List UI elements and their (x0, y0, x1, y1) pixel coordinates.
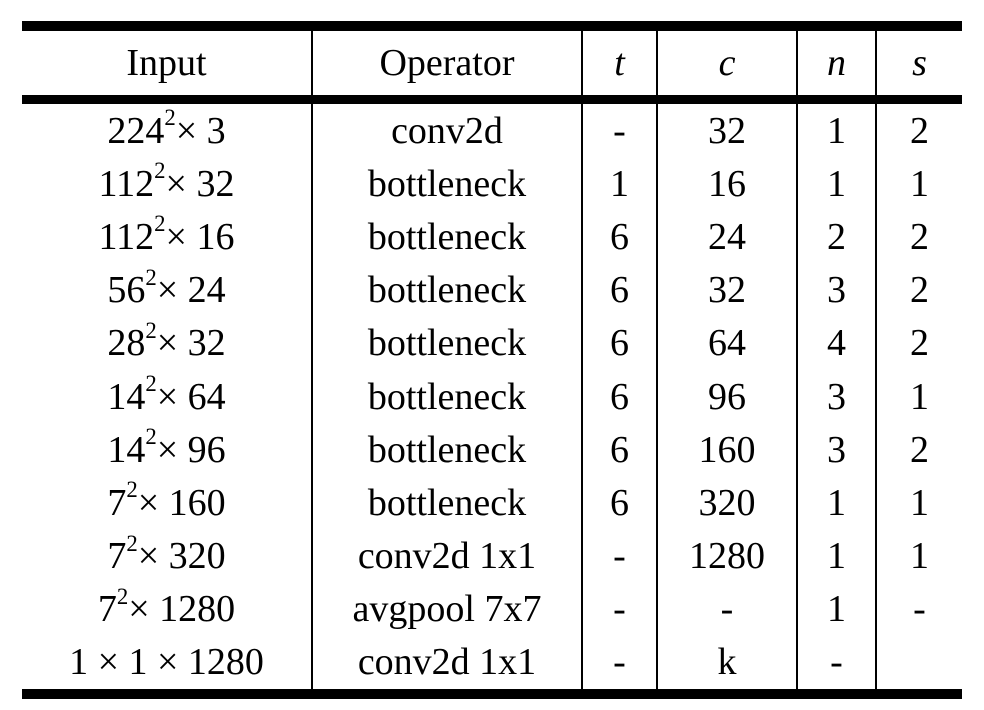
cell-n: 1 (798, 104, 877, 158)
cell-t: - (583, 104, 658, 158)
cell-operator: conv2d (313, 104, 583, 158)
cell-operator: bottleneck (313, 476, 583, 530)
cell-c: - (658, 582, 798, 636)
cell-n: 2 (798, 210, 877, 264)
cell-t: 6 (583, 210, 658, 264)
cell-c: k (658, 635, 798, 690)
cell-c: 64 (658, 316, 798, 370)
cell-s: 1 (910, 162, 929, 205)
table-row: 1 × 1 × 1280 conv2d 1x1- k - (22, 635, 962, 690)
cell-s: 2 (910, 269, 929, 312)
cell-input: 224 2 × 3 (22, 104, 313, 158)
table-row: 14 2 × 96 bottleneck 6 160 3 2 (22, 423, 962, 477)
cell-s: - (913, 588, 926, 631)
cell-s: 1 (910, 375, 929, 418)
table-row: 28 2 × 32 bottleneck 6 64 4 2 (22, 316, 962, 370)
cell-t: 6 (583, 423, 658, 477)
cell-t: 6 (583, 476, 658, 530)
table-body: 224 2 × 3 conv2d -32 1 2 112 2 × 32 bottleneck 1 1… (22, 104, 962, 690)
table-row: 112 2 × 32 bottleneck 1 16 1 1 (22, 157, 962, 211)
cell-t: 6 (583, 369, 658, 424)
column-header-t: t (583, 31, 658, 95)
table-row: 56 2 × 24 bottleneck 6 32 3 2 (22, 263, 962, 317)
cell-input: 28 2 × 32 (22, 316, 313, 370)
cell-c: 96 (658, 369, 798, 424)
cell-n: 4 (798, 316, 877, 370)
cell-n: 1 (798, 529, 877, 583)
cell-n: 1 (798, 157, 877, 211)
table-bottom-rule (22, 689, 962, 699)
cell-s: 1 (910, 535, 929, 578)
cell-s (877, 636, 962, 689)
cell-s: 2 (910, 215, 929, 258)
cell-c: 160 (658, 423, 798, 477)
cell-c: 320 (658, 476, 798, 530)
cell-s: 2 (910, 428, 929, 471)
cell-input: 1 × 1 × 1280 (22, 635, 313, 690)
cell-operator: conv2d 1x1 (313, 635, 583, 690)
cell-operator: bottleneck (313, 369, 583, 424)
cell-operator: avgpool 7x7 (313, 582, 583, 636)
cell-operator: bottleneck (313, 263, 583, 317)
cell-n: 3 (798, 369, 877, 424)
table-header-row: Input Operator t c n s (22, 31, 962, 95)
cell-c: 32 (658, 104, 798, 158)
column-header-c: c (658, 31, 798, 95)
cell-operator: bottleneck (313, 157, 583, 211)
cell-c: 16 (658, 157, 798, 211)
cell-operator: bottleneck (313, 210, 583, 264)
cell-c: 1280 (658, 529, 798, 583)
cell-n: 1 (798, 476, 877, 530)
cell-t: - (583, 635, 658, 690)
cell-t: - (583, 582, 658, 636)
cell-t: 6 (583, 263, 658, 317)
column-header-s: s (912, 42, 927, 84)
cell-n: 3 (798, 263, 877, 317)
cell-input: 112 2 × 16 (22, 210, 313, 264)
column-header-input: Input (22, 31, 313, 95)
cell-input: 14 2 × 96 (22, 423, 313, 477)
table-row: 112 2 × 16 bottleneck 6 24 2 2 (22, 210, 962, 264)
cell-s: 1 (910, 481, 929, 524)
cell-n: 3 (798, 423, 877, 477)
table-row: 224 2 × 3 conv2d -32 1 2 (22, 104, 962, 158)
cell-s: 2 (910, 109, 929, 152)
cell-t: 1 (583, 157, 658, 211)
cell-t: - (583, 529, 658, 583)
cell-n: - (798, 635, 877, 690)
table-top-rule (22, 21, 962, 31)
cell-operator: conv2d 1x1 (313, 529, 583, 583)
architecture-table: Input Operator t c n s 224 2 × 3 conv2d -32… (22, 21, 962, 699)
cell-input: 14 2 × 64 (22, 369, 313, 424)
cell-n: 1 (798, 582, 877, 636)
cell-c: 24 (658, 210, 798, 264)
cell-operator: bottleneck (313, 423, 583, 477)
cell-operator: bottleneck (313, 316, 583, 370)
table-row: 14 2 × 64 bottleneck 6 96 3 1 (22, 369, 962, 424)
table-header-rule (22, 95, 962, 104)
column-header-n: n (798, 31, 877, 95)
column-header-operator: Operator (313, 31, 583, 95)
cell-s: 2 (910, 322, 929, 365)
cell-input: 56 2 × 24 (22, 263, 313, 317)
cell-input: 112 2 × 32 (22, 157, 313, 211)
cell-t: 6 (583, 316, 658, 370)
cell-c: 32 (658, 263, 798, 317)
